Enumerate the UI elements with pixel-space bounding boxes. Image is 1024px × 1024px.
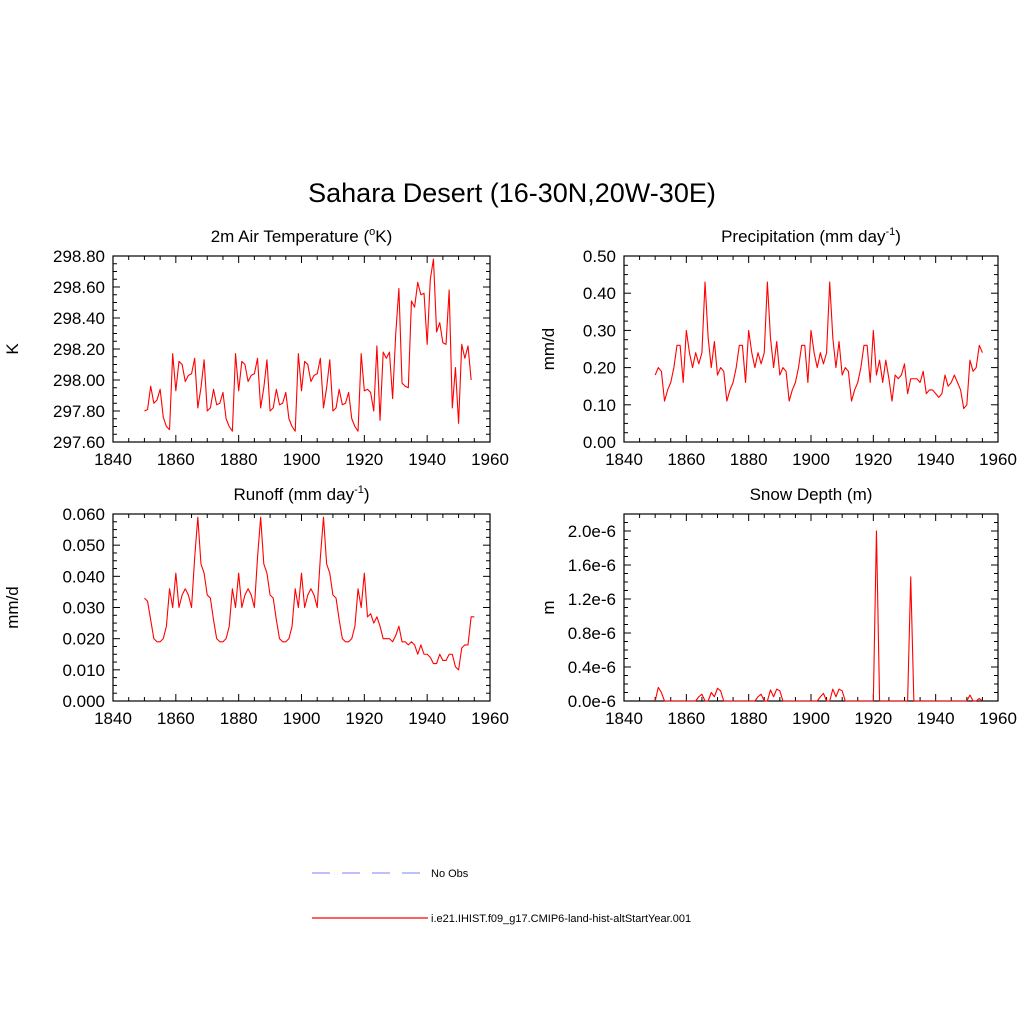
y-tick-label: 0.40 [583,284,616,303]
x-tick-label: 1860 [667,709,705,728]
y-tick-label: 297.80 [53,402,105,421]
y-tick-label: 0.00 [583,433,616,452]
y-tick-label: 0.060 [62,505,105,524]
plot-frame [112,255,491,443]
chart-panel-1: 1840 1860 1880 1900 1920 1940 1960 0.00 0.10 0.20… [539,226,1017,469]
y-tick-label: 0.0e-6 [568,692,616,711]
x-tick-label: 1940 [917,709,955,728]
chart-panels: 1840 1860 1880 1900 1920 1940 1960 297.60 297.80… [3,226,1017,728]
x-tick-label: 1920 [345,709,383,728]
x-tick-label: 1860 [667,450,705,469]
y-tick-label: 297.60 [53,433,105,452]
y-tick-label: 0.020 [62,630,105,649]
y-axis-label: K [3,343,22,355]
y-tick-label: 298.20 [53,340,105,359]
panel-title: 2m Air Temperature (oK) [211,226,393,246]
x-tick-label: 1940 [917,450,955,469]
y-tick-label: 0.010 [62,661,105,680]
x-tick-label: 1920 [854,709,892,728]
x-tick-label: 1940 [408,450,446,469]
y-tick-label: 298.80 [53,247,105,266]
x-tick-label: 1840 [605,450,643,469]
y-tick-label: 0.050 [62,536,105,555]
y-tick-label: 1.6e-6 [568,556,616,575]
legend-label-model: i.e21.IHIST.f09_g17.CMIP6-land-hist-altS… [431,913,691,925]
x-tick-label: 1860 [157,450,195,469]
x-tick-label: 1960 [979,709,1017,728]
x-tick-label: 1900 [283,450,321,469]
plot-frame [112,513,491,702]
chart-panel-0: 1840 1860 1880 1900 1920 1940 1960 297.60 297.80… [3,226,509,469]
y-tick-label: 298.40 [53,309,105,328]
plot-frame [623,513,999,702]
y-tick-label: 0.10 [583,396,616,415]
y-axis-label: mm/d [3,586,22,629]
y-tick-label: 0.000 [62,692,105,711]
series-line [144,258,472,432]
x-tick-label: 1880 [220,450,258,469]
x-tick-label: 1960 [471,450,509,469]
y-tick-label: 0.4e-6 [568,658,616,677]
y-tick-label: 298.60 [53,278,105,297]
y-tick-label: 0.20 [583,359,616,378]
x-tick-label: 1960 [979,450,1017,469]
y-tick-label: 1.2e-6 [568,590,616,609]
x-tick-label: 1880 [730,709,768,728]
y-tick-label: 0.040 [62,567,105,586]
series-line [144,516,475,671]
x-tick-label: 1880 [220,709,258,728]
series-line [654,281,983,410]
panel-title: Snow Depth (m) [750,485,873,504]
chart-panel-2: 1840 1860 1880 1900 1920 1940 1960 0.000 0.010 0.… [3,484,509,728]
x-tick-label: 1900 [283,709,321,728]
x-tick-label: 1840 [94,450,132,469]
x-tick-label: 1920 [854,450,892,469]
y-tick-label: 2.0e-6 [568,522,616,541]
panel-title: Precipitation (mm day-1) [721,226,901,246]
x-tick-label: 1840 [605,709,643,728]
x-tick-label: 1960 [471,709,509,728]
y-tick-label: 0.30 [583,321,616,340]
y-tick-label: 0.030 [62,599,105,618]
x-tick-label: 1920 [345,450,383,469]
series-line [654,530,983,702]
panel-title: Runoff (mm day-1) [233,484,369,504]
figure-title: Sahara Desert (16-30N,20W-30E) [308,178,716,208]
y-tick-label: 0.50 [583,247,616,266]
x-tick-label: 1880 [730,450,768,469]
x-tick-label: 1940 [408,709,446,728]
x-tick-label: 1900 [792,709,830,728]
y-axis-label: m [539,600,558,614]
y-tick-label: 0.8e-6 [568,624,616,643]
chart-panel-3: 1840 1860 1880 1900 1920 1940 1960 0.0e-6 0.4e-6… [539,485,1017,728]
x-tick-label: 1840 [94,709,132,728]
x-tick-label: 1900 [792,450,830,469]
legend: No Obs i.e21.IHIST.f09_g17.CMIP6-land-hi… [312,868,691,925]
legend-label-no-obs: No Obs [431,868,469,880]
y-tick-label: 298.00 [53,371,105,390]
x-tick-label: 1860 [157,709,195,728]
y-axis-label: mm/d [539,328,558,371]
